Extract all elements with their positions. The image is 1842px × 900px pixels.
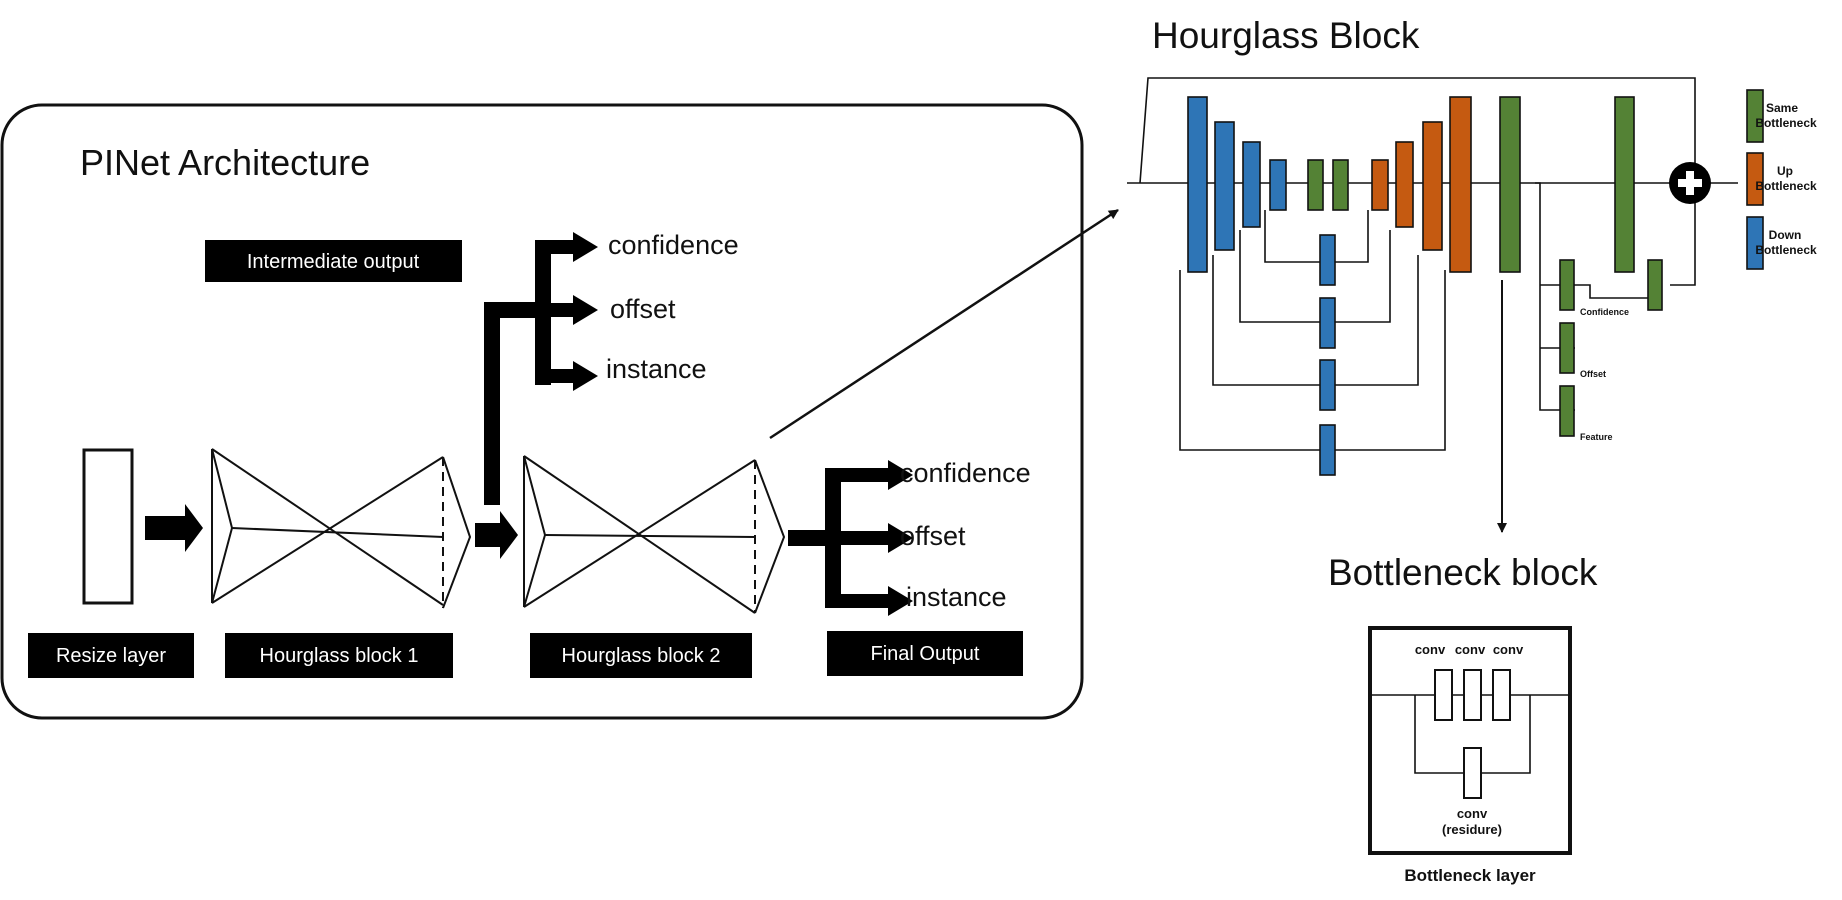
legend-label-down-2: Bottleneck <box>1755 243 1817 257</box>
conv-label-2: conv <box>1455 642 1486 657</box>
up-bottleneck-block-4 <box>1449 96 1472 273</box>
legend-swatch-same <box>1746 89 1764 143</box>
zoom-arrow <box>769 208 1119 440</box>
offset-head-block <box>1559 322 1575 374</box>
architecture-panel <box>0 103 1084 720</box>
resize-layer-shape <box>82 448 134 605</box>
feature-head-block <box>1559 385 1575 437</box>
legend-label-down-1: Down <box>1769 228 1802 242</box>
down-skip-block-2 <box>1319 297 1336 349</box>
conv-block-1 <box>1434 669 1453 721</box>
up-bottleneck-block-1 <box>1371 159 1389 211</box>
resize-to-hourglass1-arrow <box>145 504 203 552</box>
intermediate-branch <box>484 232 598 505</box>
bottleneck-block-title: Bottleneck block <box>1328 552 1598 593</box>
resize-layer-box <box>28 633 194 678</box>
final-output-confidence: confidence <box>900 458 1031 488</box>
head-label-feature: Feature <box>1580 432 1613 442</box>
hourglass-block-title: Hourglass Block <box>1152 15 1420 56</box>
hourglass2-box <box>530 633 752 678</box>
hourglass1-to-hourglass2-arrow <box>475 511 518 559</box>
same-bottleneck-block-1 <box>1307 159 1324 211</box>
merge-block <box>1647 259 1663 311</box>
intermediate-output-confidence: confidence <box>608 230 739 260</box>
conv-block-2 <box>1463 669 1482 721</box>
down-bottleneck-block-1 <box>1187 96 1208 273</box>
down-skip-block-4 <box>1319 424 1336 476</box>
intermediate-output-offset: offset <box>610 294 676 324</box>
intermediate-output-box <box>205 240 462 282</box>
legend-swatch-up <box>1746 152 1764 206</box>
down-skip-block-1 <box>1319 234 1336 286</box>
hourglass1-shape <box>211 448 472 609</box>
hourglass2-shape <box>523 455 786 614</box>
down-skip-block-3 <box>1319 359 1336 411</box>
down-bottleneck-block-3 <box>1242 141 1261 228</box>
final-output-offset: offset <box>900 521 966 551</box>
legend-swatch-down <box>1746 216 1764 270</box>
hourglass-blocks <box>1187 96 1663 476</box>
up-bottleneck-block-2 <box>1395 141 1414 228</box>
final-output-label: Final Output <box>871 643 980 665</box>
final-output-box <box>827 631 1023 676</box>
head-label-confidence: Confidence <box>1580 307 1629 317</box>
bottleneck-frame <box>1368 626 1572 855</box>
down-bottleneck-block-4 <box>1269 159 1287 211</box>
conv-block-3 <box>1492 669 1511 721</box>
final-branch <box>788 460 913 616</box>
conv-label-1: conv <box>1415 642 1446 657</box>
architecture-title: PINet Architecture <box>80 142 370 183</box>
legend: Same Bottleneck Up Bottleneck Down Bottl… <box>1746 89 1817 270</box>
legend-label-up-2: Bottleneck <box>1755 179 1817 193</box>
intermediate-output-label: Intermediate output <box>247 251 420 273</box>
head-label-offset: Offset <box>1580 369 1606 379</box>
residue-conv-block <box>1463 747 1482 799</box>
final-output-instance: instance <box>906 582 1007 612</box>
same-bottleneck-block-3 <box>1499 96 1521 273</box>
hourglass1-box <box>225 633 453 678</box>
conv-label-3: conv <box>1493 642 1524 657</box>
residue-label-2: (residure) <box>1442 822 1502 837</box>
hourglass2-label: Hourglass block 2 <box>562 645 721 667</box>
add-icon <box>1669 162 1711 204</box>
intermediate-output-instance: instance <box>606 354 707 384</box>
resize-layer-label: Resize layer <box>56 645 166 667</box>
same-bottleneck-block-2 <box>1332 159 1349 211</box>
same-bottleneck-block-4 <box>1614 96 1635 273</box>
legend-label-up-1: Up <box>1777 164 1793 178</box>
legend-label-same-2: Bottleneck <box>1755 116 1817 130</box>
bottleneck-layer-label: Bottleneck layer <box>1404 866 1536 885</box>
down-bottleneck-block-2 <box>1214 121 1235 251</box>
confidence-head-block <box>1559 259 1575 311</box>
up-bottleneck-block-3 <box>1422 121 1443 251</box>
residue-label-1: conv <box>1457 806 1488 821</box>
hourglass1-label: Hourglass block 1 <box>260 645 419 667</box>
legend-label-same-1: Same <box>1766 101 1798 115</box>
